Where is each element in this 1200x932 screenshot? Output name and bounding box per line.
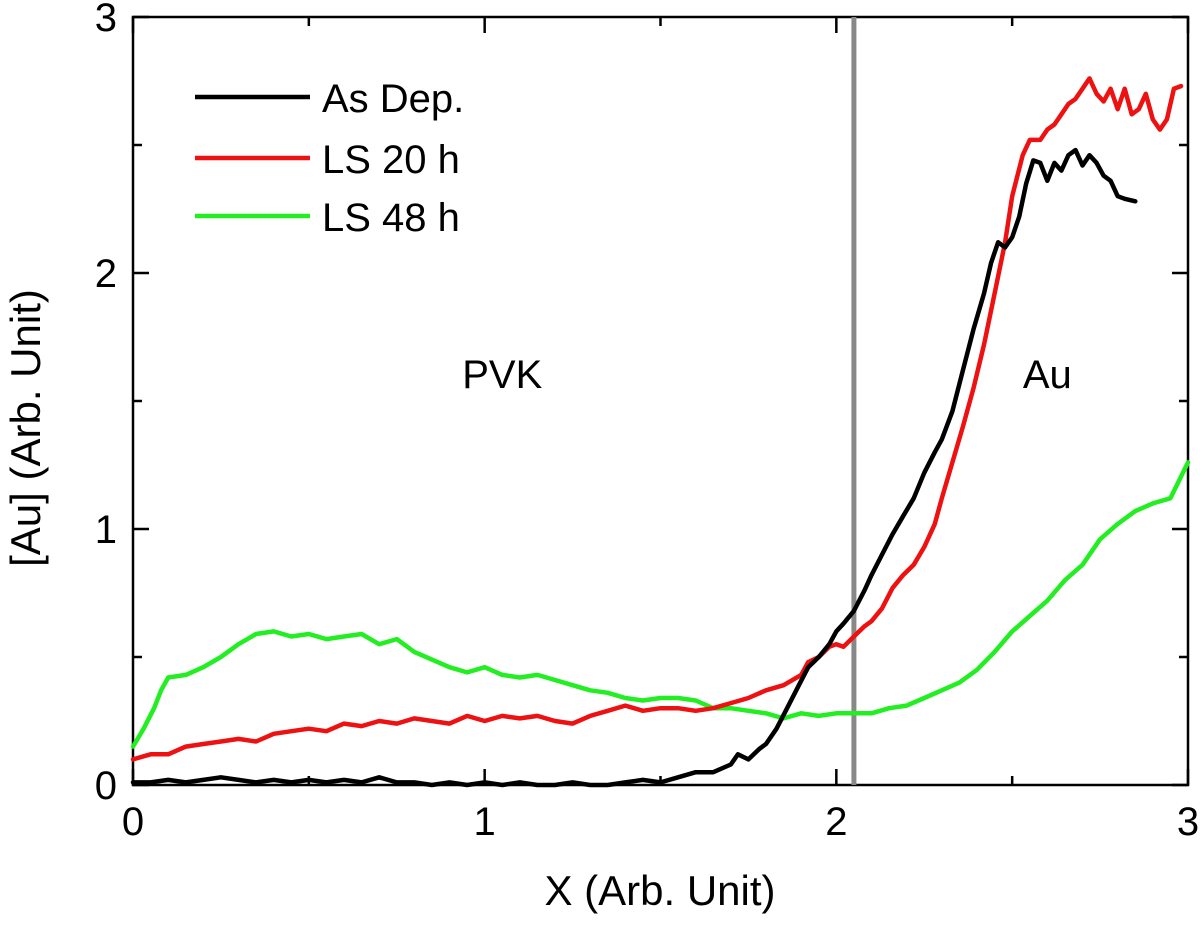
legend-label-ls-20h: LS 20 h (322, 138, 460, 182)
y-tick-label: 2 (95, 252, 117, 296)
x-tick-label: 0 (122, 800, 144, 844)
y-tick-label: 1 (95, 508, 117, 552)
x-tick-label: 2 (825, 800, 847, 844)
x-axis-label: X (Arb. Unit) (544, 867, 775, 914)
legend-item-as-dep: As Dep. (195, 77, 464, 121)
y-tick-label: 0 (95, 764, 117, 808)
axis-ticks (131, 15, 1190, 787)
tick-labels: 0 1 2 3 0 1 2 3 (95, 0, 1199, 844)
legend-label-as-dep: As Dep. (322, 77, 464, 121)
plot-frame (131, 15, 1190, 787)
legend: As Dep. LS 20 h LS 48 h (195, 77, 464, 240)
region-label-au: Au (1023, 353, 1072, 397)
x-tick-label: 1 (474, 800, 496, 844)
x-tick-label: 3 (1177, 800, 1199, 844)
series-line-as-dep (130, 147, 1138, 788)
y-tick-label: 3 (95, 0, 117, 40)
legend-item-ls-20h: LS 20 h (195, 138, 460, 182)
y-axis-label: [Au] (Arb. Unit) (2, 289, 49, 567)
region-label-pvk: PVK (462, 353, 542, 397)
legend-label-ls-48h: LS 48 h (322, 196, 460, 240)
series-line-ls-48-h (130, 460, 1191, 749)
series-group (130, 76, 1191, 788)
legend-item-ls-48h: LS 48 h (195, 196, 460, 240)
series-line-ls-20-h (130, 76, 1184, 762)
plot-area (130, 15, 1191, 788)
region-annotations: PVK Au (462, 353, 1072, 397)
